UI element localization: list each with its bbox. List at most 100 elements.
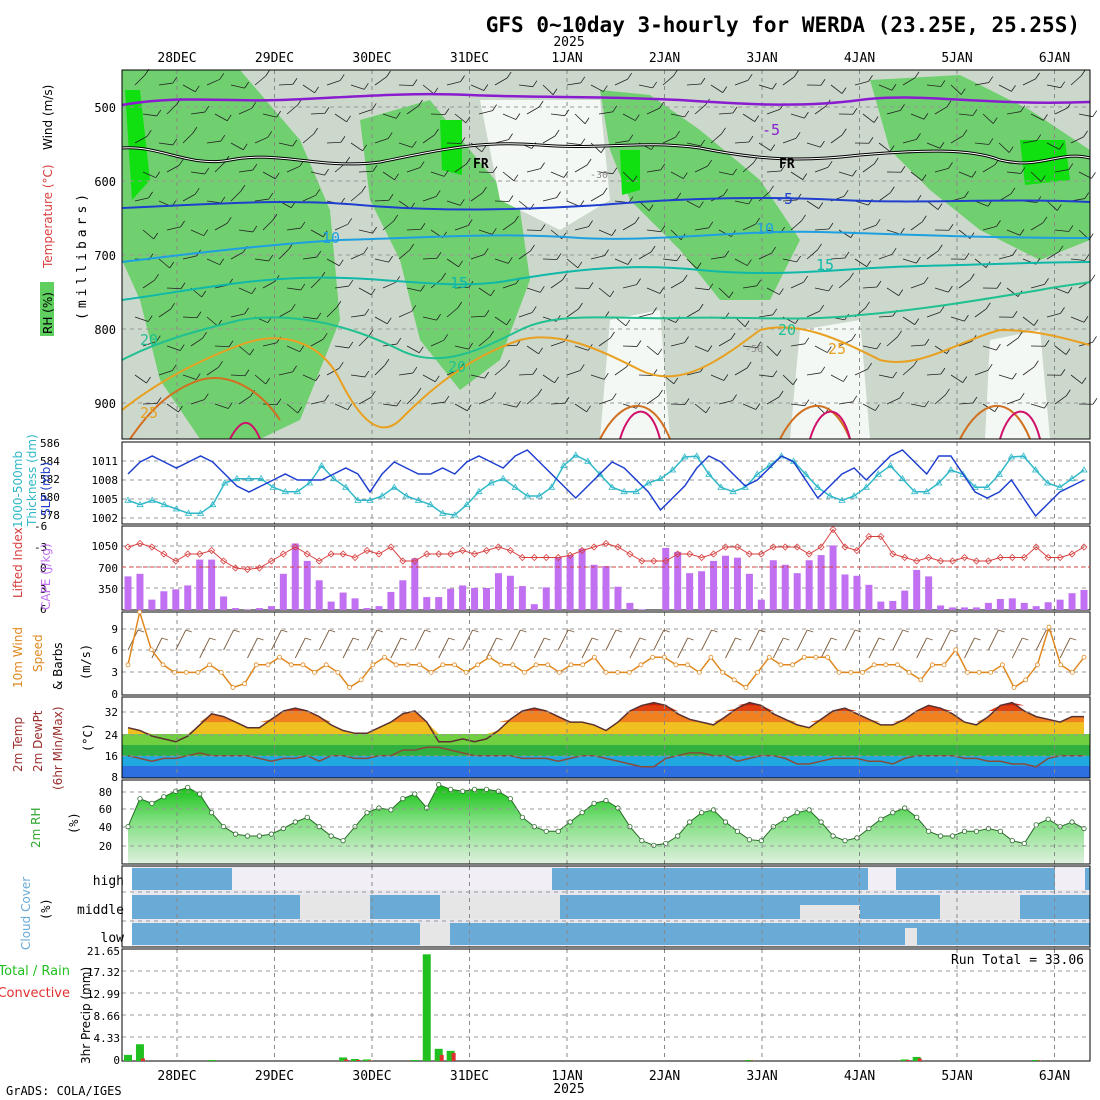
wind-point [277, 654, 282, 660]
wind-barb-flag [147, 315, 153, 322]
wind-barb [790, 281, 804, 289]
wind-barb-flag [195, 373, 201, 380]
cape-bar [614, 586, 622, 610]
wind-barb-flag [900, 166, 906, 173]
wind-barb [622, 222, 636, 231]
wind-barb-flag [1068, 225, 1074, 232]
wind-barb [382, 220, 394, 231]
wind-barb-flag [244, 369, 250, 376]
thickness-point [451, 511, 459, 518]
wind-barb-flag [988, 76, 994, 83]
wind-point [125, 662, 131, 668]
lifted-point [327, 550, 335, 558]
wind-barb-flag [698, 303, 704, 311]
wind-barb [302, 316, 317, 320]
wind-point [930, 662, 935, 668]
wind-barb-flag [364, 308, 370, 316]
rh-point [806, 807, 812, 813]
thickness-point [293, 487, 302, 495]
cape-bar [674, 551, 682, 610]
rh-white-fill [985, 330, 1050, 439]
cloud-gap [1055, 868, 1085, 890]
wind-barb [590, 255, 605, 260]
wind-barb [638, 313, 653, 318]
lifted-point [542, 553, 550, 562]
slp-right-tick: 1011 [92, 455, 119, 468]
wind-barb-flag [492, 104, 497, 111]
wind-barb [350, 374, 365, 378]
slp-series [127, 449, 1085, 518]
wind-barb-flag [820, 366, 826, 374]
thickness-point [390, 483, 398, 490]
wind-point [323, 662, 329, 668]
wind-barb-flag [386, 317, 392, 325]
wind-barb [886, 287, 899, 296]
wind-barb-flag [804, 111, 809, 119]
wind-barb [334, 285, 349, 289]
wind-barb [1046, 200, 1058, 211]
lifted-point [196, 550, 204, 558]
wind-point [708, 654, 714, 660]
wind-barb-flag [564, 109, 570, 116]
wind-barb [502, 403, 517, 408]
wind-barb-flag [508, 195, 514, 202]
thickness-point [330, 474, 338, 482]
precip-total-bar [135, 1044, 144, 1061]
rh-white-fill [480, 100, 610, 230]
rh-point [268, 831, 274, 837]
wind-barb [974, 82, 989, 86]
wind-barb [230, 84, 245, 89]
wind-barb [718, 171, 733, 176]
wind-barb-flag [395, 112, 401, 119]
wind-barb [494, 365, 506, 376]
wind-barb [526, 394, 538, 405]
wind-barb-flag [939, 305, 945, 313]
wind-barb [206, 316, 218, 327]
lifted-point [674, 550, 682, 558]
rh-point [125, 824, 131, 830]
wind-barb [470, 315, 486, 318]
slp-left-tick: 580 [40, 491, 60, 504]
wind-barb [1006, 171, 1021, 174]
cape-bar [351, 598, 359, 610]
wind-barb-flag [466, 157, 471, 165]
wind-point [953, 647, 959, 653]
lifted-point [901, 553, 909, 562]
isotherm-freezing-inner [121, 143, 1091, 165]
wind-barb-flag [1056, 204, 1062, 211]
wind-barb-flag [658, 389, 663, 397]
rh-point [579, 810, 585, 816]
wind-barb-flag [372, 165, 378, 172]
wind-barb [958, 171, 973, 178]
lifted-point [733, 543, 742, 551]
rh-point [710, 807, 717, 813]
thickness-point [1056, 483, 1064, 490]
precip-label-c: 3hr Precip (mm) [79, 967, 93, 1064]
wind-barb [398, 142, 413, 148]
wind-barb [166, 103, 178, 115]
wind-barb-flag [673, 377, 679, 385]
lifted-point [793, 543, 801, 551]
lifted-point [865, 532, 873, 541]
isotherm-15 [121, 261, 1091, 301]
wind-barb [742, 162, 754, 173]
wind-barb [166, 345, 181, 351]
surface-wind-barb [366, 629, 378, 651]
thickness-point [608, 483, 616, 490]
surface-wind-barb [629, 637, 641, 659]
thickness-point [644, 479, 653, 486]
wind-barb [766, 108, 781, 115]
temp-area-band [128, 702, 1084, 723]
wind-barb-flag [632, 175, 638, 182]
thickness-point [196, 509, 205, 516]
upper-y-tick: 600 [94, 175, 116, 189]
wind-barb-flag [348, 279, 354, 287]
thickness-point [487, 479, 495, 486]
wind-barb-flag [483, 84, 489, 91]
wind-label-units: (m/s) [79, 644, 93, 680]
surface-wind-barbs [127, 629, 1077, 659]
cape-bar [769, 560, 777, 610]
precip-grid [121, 948, 1091, 1062]
lifted-point [279, 550, 287, 558]
wind-barb-flag [635, 114, 640, 121]
